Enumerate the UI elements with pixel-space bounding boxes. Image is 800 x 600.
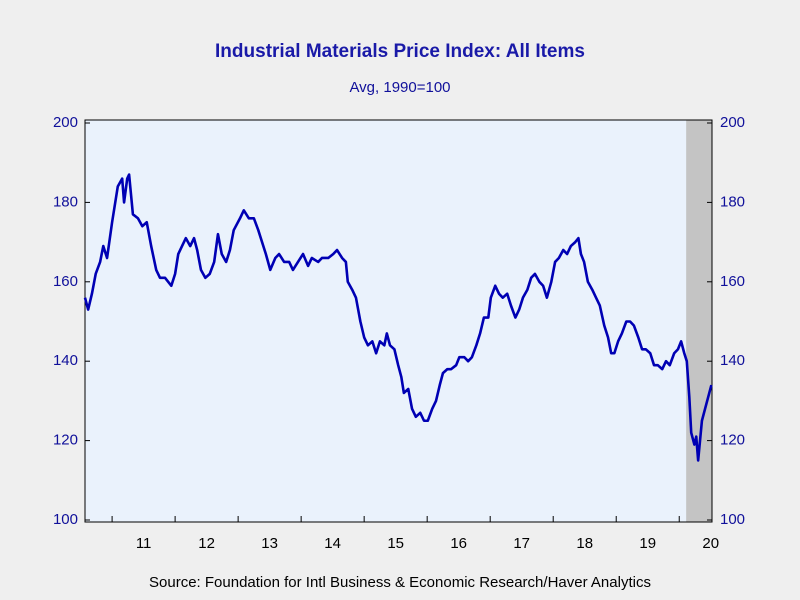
y-tick-label: 180 bbox=[53, 193, 78, 210]
y2-tick-label: 160 bbox=[720, 273, 745, 290]
y-tick-label: 100 bbox=[53, 511, 78, 528]
y-tick-label: 120 bbox=[53, 432, 78, 449]
x-tick-label: 15 bbox=[387, 535, 404, 552]
y2-tick-label: 120 bbox=[720, 432, 745, 449]
x-tick-label: 11 bbox=[136, 535, 152, 552]
x-tick-label: 12 bbox=[198, 535, 215, 552]
chart-title: Industrial Materials Price Index: All It… bbox=[215, 41, 585, 62]
x-tick-label: 13 bbox=[261, 535, 278, 552]
recession-shade bbox=[686, 120, 712, 522]
series-line bbox=[83, 173, 713, 462]
plot-area bbox=[85, 120, 712, 522]
y2-tick-label: 200 bbox=[720, 114, 745, 131]
plot-frame bbox=[84, 119, 713, 523]
x-tick-label: 20 bbox=[702, 535, 719, 552]
y-tick-label: 200 bbox=[53, 114, 78, 131]
x-tick-label: 16 bbox=[450, 535, 467, 552]
x-tick-label: 17 bbox=[513, 535, 530, 552]
source-note: Source: Foundation for Intl Business & E… bbox=[149, 574, 651, 591]
y2-tick-label: 100 bbox=[720, 511, 745, 528]
y2-tick-label: 140 bbox=[720, 352, 745, 369]
y-tick-label: 160 bbox=[53, 273, 78, 290]
x-tick-label: 19 bbox=[639, 535, 656, 552]
x-tick-label: 14 bbox=[324, 535, 341, 552]
y2-tick-label: 180 bbox=[720, 193, 745, 210]
y-tick-label: 140 bbox=[53, 352, 78, 369]
chart-subtitle: Avg, 1990=100 bbox=[349, 79, 450, 96]
x-tick-label: 18 bbox=[576, 535, 593, 552]
